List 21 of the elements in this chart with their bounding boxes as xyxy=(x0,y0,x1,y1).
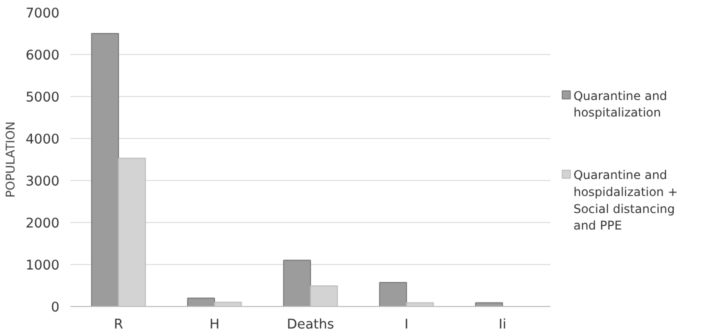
x-tick-label: R xyxy=(114,318,124,332)
y-tick-label: 4000 xyxy=(26,132,60,148)
x-tick-label: Deaths xyxy=(286,318,334,332)
y-tick-label: 1000 xyxy=(26,258,60,274)
bar xyxy=(475,302,503,306)
x-tick-label: H xyxy=(209,318,220,332)
x-tick-label: Ii xyxy=(498,318,506,332)
y-tick-label: 0 xyxy=(51,300,60,316)
y-axis-title: POPULATION xyxy=(4,121,18,198)
bar xyxy=(379,282,407,306)
x-tick-label: I xyxy=(404,318,408,332)
bar xyxy=(283,260,311,306)
y-tick-label: 6000 xyxy=(26,48,60,64)
legend-label: Quarantine and hospidalization + Social distancing and PPE xyxy=(573,168,678,233)
y-tick-label: 2000 xyxy=(26,216,60,232)
bar xyxy=(187,298,215,306)
bar xyxy=(91,33,119,306)
y-tick-label: 3000 xyxy=(26,174,60,190)
y-tick-label: 7000 xyxy=(26,6,60,22)
y-tick-label: 5000 xyxy=(26,90,60,106)
legend-label: Quarantine and hospitalization xyxy=(573,88,668,120)
